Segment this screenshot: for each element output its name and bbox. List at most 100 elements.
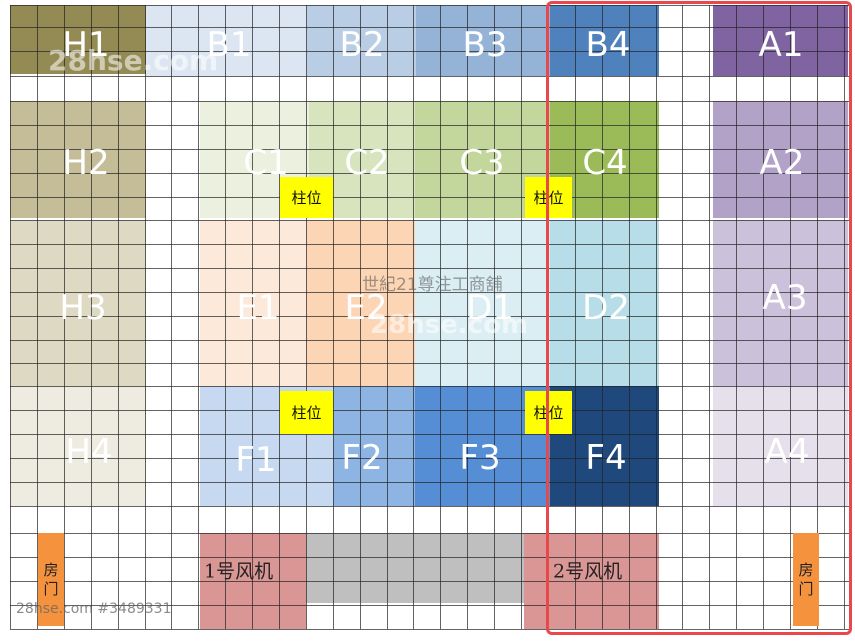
grid-line bbox=[844, 5, 845, 629]
zone-B3 bbox=[416, 5, 550, 76]
pillar-tag: 柱位 bbox=[280, 391, 333, 434]
zone-label-C3: C3 bbox=[459, 143, 505, 183]
zone-F2 bbox=[333, 386, 415, 506]
zone-H2 bbox=[10, 101, 146, 218]
highlight-outline bbox=[546, 1, 852, 635]
grid-line bbox=[10, 533, 850, 534]
zone-label-B1: B1 bbox=[206, 25, 252, 65]
grid-line bbox=[10, 581, 850, 582]
grid-line bbox=[10, 173, 850, 174]
door-right: 房 门 bbox=[793, 533, 819, 626]
zone-B4 bbox=[550, 5, 659, 76]
grid-line bbox=[360, 5, 361, 629]
zone-label-A1: A1 bbox=[758, 25, 804, 65]
grid-line bbox=[333, 5, 334, 629]
zone-A1 bbox=[713, 5, 848, 76]
listing-id: 28hse.com #3489331 bbox=[16, 601, 172, 617]
zone-label-B3: B3 bbox=[462, 25, 508, 65]
zone-A3 bbox=[713, 220, 848, 386]
grid-line bbox=[709, 5, 710, 629]
zone-D2 bbox=[550, 220, 659, 386]
grid-line bbox=[252, 5, 253, 629]
fan-label-2: 2号风机 bbox=[553, 560, 623, 583]
grid-line bbox=[575, 5, 576, 629]
grid-line bbox=[10, 51, 850, 52]
grid-line bbox=[10, 316, 850, 317]
grid-line bbox=[145, 5, 146, 629]
zone-label-D1: D1 bbox=[466, 288, 514, 328]
grid-line bbox=[736, 5, 737, 629]
grid-line bbox=[10, 410, 850, 411]
grid-line bbox=[10, 458, 850, 459]
zone-A4 bbox=[713, 386, 848, 506]
zone-label-F2: F2 bbox=[341, 438, 383, 478]
grid-line bbox=[602, 5, 603, 629]
grid-line bbox=[118, 5, 119, 629]
grid-line bbox=[790, 5, 791, 629]
pillar-tag: 柱位 bbox=[280, 177, 333, 218]
center-title: 世紀21尊注工商舖 bbox=[362, 275, 503, 295]
zone-label-E2: E2 bbox=[344, 288, 388, 328]
grid-line bbox=[10, 434, 850, 435]
grid-line bbox=[10, 268, 850, 269]
grid-line bbox=[763, 5, 764, 629]
grid-line bbox=[171, 5, 172, 629]
grid-line bbox=[10, 76, 850, 77]
zone-label-D2: D2 bbox=[582, 288, 630, 328]
grid-line bbox=[64, 5, 65, 629]
grid-line bbox=[10, 5, 850, 6]
grid-line bbox=[10, 629, 850, 630]
grid-line bbox=[682, 5, 683, 629]
grid-line bbox=[37, 5, 38, 629]
grid-line bbox=[10, 557, 850, 558]
watermark: 28hse.com bbox=[48, 44, 219, 77]
door-left: 房 门 bbox=[38, 533, 64, 626]
grid-line bbox=[387, 5, 388, 629]
zone-label-A4: A4 bbox=[764, 432, 810, 472]
grid-line bbox=[413, 5, 414, 629]
zone-label-H4: H4 bbox=[65, 432, 113, 472]
grid-line bbox=[10, 605, 850, 606]
grid-line bbox=[306, 5, 307, 629]
zone-label-A3: A3 bbox=[762, 278, 808, 318]
zone-label-H2: H2 bbox=[62, 143, 110, 183]
grid-line bbox=[10, 482, 850, 483]
zone-label-F1: F1 bbox=[235, 440, 277, 480]
zone-label-C2: C2 bbox=[344, 143, 390, 183]
zone-D1 bbox=[415, 220, 550, 386]
grid-line bbox=[198, 5, 199, 629]
zone-B1 bbox=[146, 5, 307, 76]
grid-line bbox=[10, 125, 850, 126]
grid-line bbox=[10, 363, 850, 364]
grid-line bbox=[279, 5, 280, 629]
grid-line bbox=[10, 149, 850, 150]
zone-H3 bbox=[10, 220, 146, 386]
zone-label-E1: E1 bbox=[236, 288, 280, 328]
grid-line bbox=[629, 5, 630, 629]
zone-H1 bbox=[10, 5, 146, 74]
grid-line bbox=[91, 5, 92, 629]
grid-line bbox=[10, 27, 850, 28]
zone-label-C1: C1 bbox=[243, 143, 289, 183]
zone-label-B4: B4 bbox=[585, 25, 631, 65]
grid-line bbox=[10, 101, 850, 102]
zone-label-F3: F3 bbox=[459, 438, 501, 478]
zone-label-F4: F4 bbox=[585, 438, 627, 478]
zone-H4 bbox=[10, 386, 146, 506]
grid-line bbox=[10, 292, 850, 293]
grid-line bbox=[656, 5, 657, 629]
zone-E1 bbox=[200, 220, 306, 386]
zone-B2 bbox=[307, 5, 416, 76]
grid-line bbox=[10, 386, 850, 387]
fan-gap bbox=[306, 533, 524, 603]
zone-label-H3: H3 bbox=[59, 288, 107, 328]
grid-line bbox=[440, 5, 441, 629]
grid-line bbox=[10, 244, 850, 245]
grid-line bbox=[10, 340, 850, 341]
zone-label-C4: C4 bbox=[582, 143, 628, 183]
grid-line bbox=[817, 5, 818, 629]
grid-line bbox=[10, 506, 850, 507]
zone-label-H1: H1 bbox=[62, 25, 110, 65]
watermark: 28hse.com bbox=[370, 310, 529, 340]
